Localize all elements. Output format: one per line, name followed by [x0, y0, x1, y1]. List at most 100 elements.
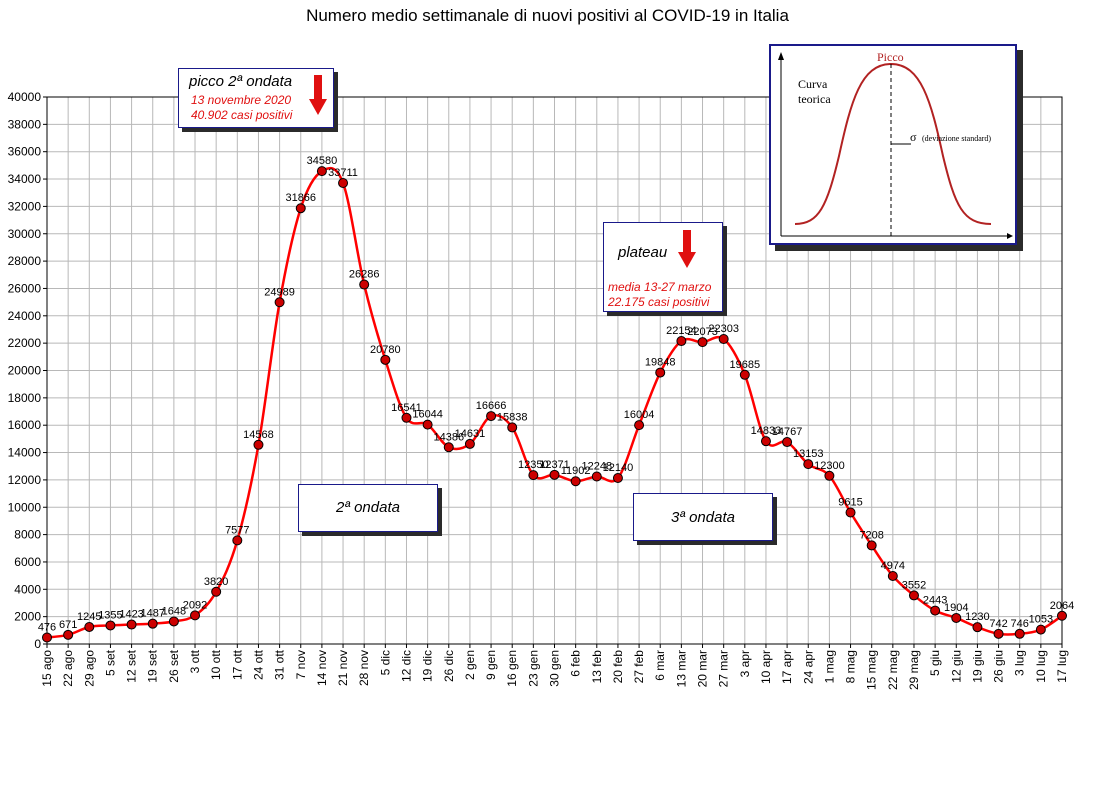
y-tick-label: 20000 — [8, 364, 42, 378]
data-point — [718, 334, 729, 345]
x-tick-label: 2 gen — [463, 650, 477, 680]
y-tick-label: 30000 — [8, 227, 42, 241]
data-point — [486, 411, 497, 422]
data-label: 12371 — [539, 459, 570, 471]
data-label: 3552 — [902, 579, 926, 591]
x-tick-label: 8 mag — [844, 650, 858, 683]
data-label: 34580 — [307, 155, 338, 167]
data-point — [253, 439, 264, 450]
x-tick-label: 29 ago — [82, 650, 96, 687]
data-point — [951, 612, 962, 623]
x-tick-label: 15 mag — [865, 650, 879, 690]
data-point — [232, 535, 243, 546]
data-label: 26286 — [349, 269, 380, 281]
data-label: 14568 — [243, 429, 274, 441]
data-label: 16541 — [391, 402, 422, 414]
data-point — [316, 166, 327, 177]
inset-sigma-symbol: σ — [910, 130, 917, 144]
data-label: 33711 — [328, 167, 358, 179]
inset-curve-label-2: teorica — [798, 92, 831, 106]
y-tick-label: 22000 — [8, 336, 42, 350]
peak-annotation-title: picco 2ª ondata — [189, 73, 293, 90]
data-label: 2443 — [923, 595, 947, 607]
data-point — [84, 621, 95, 632]
data-point — [1035, 624, 1046, 635]
data-point — [930, 605, 941, 616]
y-tick-label: 18000 — [8, 391, 42, 405]
data-point — [591, 471, 602, 482]
data-point — [422, 419, 433, 430]
x-tick-label: 13 feb — [590, 650, 604, 684]
x-tick-label: 17 apr — [780, 650, 794, 684]
chart-title: Numero medio settimanale di nuovi positi… — [306, 6, 789, 25]
data-point — [126, 619, 137, 630]
data-point — [782, 437, 793, 448]
x-tick-label: 12 dic — [399, 650, 413, 682]
y-tick-label: 40000 — [8, 90, 42, 104]
x-tick-label: 19 dic — [421, 650, 435, 682]
data-label: 476 — [38, 621, 56, 633]
x-tick-label: 22 mag — [886, 650, 900, 690]
data-point — [887, 570, 898, 581]
data-point — [1014, 628, 1025, 639]
x-tick-label: 20 feb — [611, 650, 625, 684]
data-label: 24989 — [264, 286, 295, 298]
inset-peak-label: Picco — [877, 50, 904, 64]
x-tick-label: 27 mar — [717, 650, 731, 687]
plot-border — [46, 96, 1063, 645]
data-point — [824, 470, 835, 481]
data-label: 12300 — [814, 460, 845, 472]
data-label: 1355 — [98, 609, 122, 621]
data-point — [359, 279, 370, 290]
plateau-annotation-period: media 13-27 marzo — [608, 280, 712, 294]
x-tick-label: 5 dic — [378, 650, 392, 675]
x-tick-label: 3 ott — [188, 649, 202, 673]
inset-sigma-text: (deviazione standard) — [922, 134, 992, 143]
data-label: 1423 — [119, 609, 143, 621]
x-tick-label: 16 gen — [505, 650, 519, 687]
data-label: 742 — [989, 618, 1007, 630]
data-point — [211, 586, 222, 597]
x-tick-label: 24 ott — [251, 649, 265, 680]
data-point — [380, 354, 391, 365]
x-tick-label: 13 mar — [674, 650, 688, 687]
data-label: 14386 — [433, 431, 464, 443]
y-tick-label: 34000 — [8, 172, 42, 186]
x-tick-label: 29 mag — [907, 650, 921, 690]
y-tick-label: 14000 — [8, 446, 42, 460]
data-label: 746 — [1011, 618, 1029, 630]
data-label: 7208 — [859, 529, 883, 541]
peak-annotation-cases: 40.902 casi positivi — [191, 108, 293, 122]
data-label: 14767 — [772, 426, 803, 438]
x-tick-label: 10 lug — [1034, 650, 1048, 683]
data-point — [1057, 610, 1067, 621]
data-point — [401, 412, 412, 423]
data-point — [190, 610, 201, 621]
x-tick-label: 28 nov — [357, 650, 371, 686]
data-point — [845, 507, 856, 518]
x-tick-label: 24 apr — [801, 650, 815, 684]
data-point — [803, 459, 814, 470]
data-point — [42, 632, 52, 643]
data-label: 3820 — [204, 576, 228, 588]
data-label: 16666 — [476, 400, 507, 412]
x-tick-label: 6 feb — [569, 650, 583, 677]
data-label: 7577 — [225, 524, 249, 536]
data-point — [760, 436, 771, 447]
y-tick-label: 10000 — [8, 500, 42, 514]
y-tick-label: 26000 — [8, 281, 42, 295]
x-tick-label: 26 giu — [992, 650, 1006, 683]
data-label: 16004 — [624, 409, 655, 421]
peak-annotation-box: picco 2ª ondata 13 novembre 2020 40.902 … — [178, 68, 334, 128]
x-tick-label: 14 nov — [315, 650, 329, 686]
inset-curve-label-1: Curva — [798, 77, 828, 91]
data-point — [866, 540, 877, 551]
data-label: 19685 — [730, 359, 761, 371]
data-point — [634, 420, 645, 431]
data-label: 12350 — [518, 459, 549, 471]
plateau-annotation-box: plateau media 13-27 marzo 22.175 casi po… — [603, 222, 723, 312]
data-label: 15838 — [497, 411, 528, 423]
data-point — [295, 203, 306, 214]
x-tick-label: 23 gen — [526, 650, 540, 687]
y-tick-label: 16000 — [8, 418, 42, 432]
